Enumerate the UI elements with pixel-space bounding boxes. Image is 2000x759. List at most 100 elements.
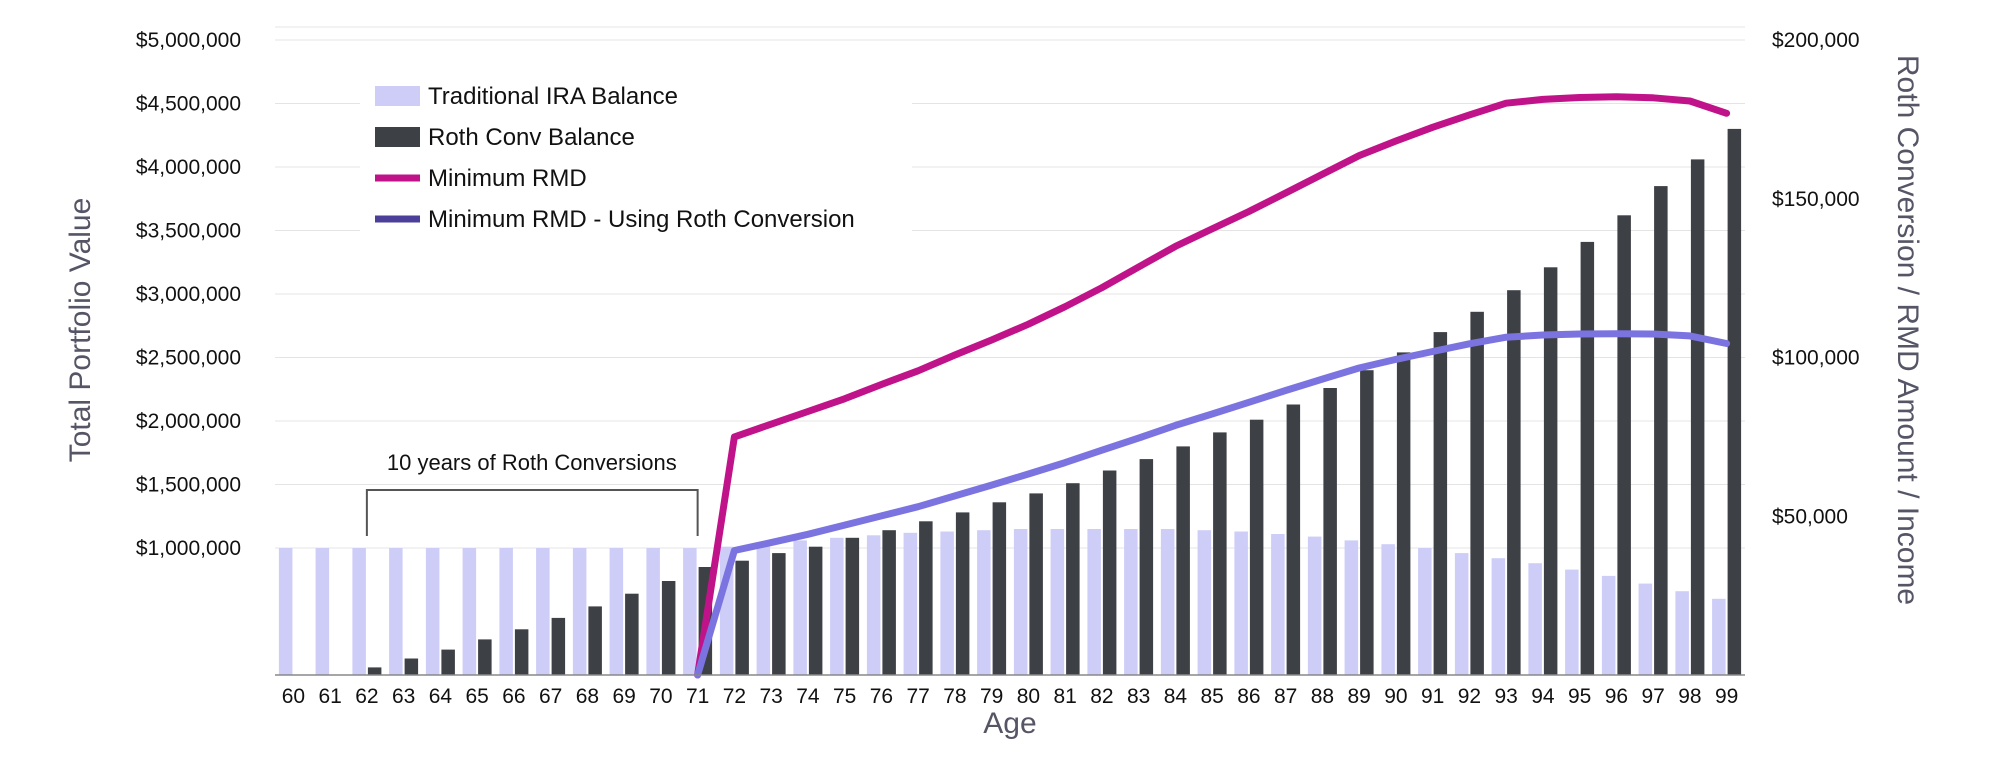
x-tick-label: 72 (723, 685, 746, 708)
bar-traditional-ira (1271, 534, 1285, 675)
y-right-tick-label: $50,000 (1772, 505, 1848, 528)
x-axis-title: Age (983, 707, 1036, 740)
x-tick-label: 69 (612, 685, 635, 708)
bar-roth-conv (808, 546, 823, 675)
x-tick-label: 62 (355, 685, 378, 708)
bar-traditional-ira (1418, 548, 1432, 675)
x-tick-label: 66 (502, 685, 525, 708)
bar-traditional-ira (1160, 529, 1175, 675)
annotation: 10 years of Roth Conversions (365, 450, 699, 536)
x-tick-label: 86 (1237, 685, 1260, 708)
bar-traditional-ira (1601, 575, 1616, 675)
bar-traditional-ira (1675, 591, 1689, 675)
bar-roth-conv (367, 667, 382, 675)
bar-traditional-ira (1013, 529, 1028, 675)
bar-traditional-ira (1381, 544, 1395, 675)
bar-roth-conv (1102, 470, 1117, 675)
bar-traditional-ira (1087, 529, 1101, 675)
y-left-axis-title: Total Portfolio Value (64, 198, 97, 463)
y-left-tick-label: $5,000,000 (136, 29, 241, 52)
y-left-tick-label: $2,000,000 (136, 410, 241, 433)
legend-label: Minimum RMD (428, 165, 587, 192)
x-tick-label: 89 (1347, 685, 1370, 708)
bar-traditional-ira (1712, 598, 1726, 675)
bar-traditional-ira (1124, 529, 1138, 675)
x-tick-label: 64 (429, 685, 453, 708)
x-tick-label: 74 (796, 685, 820, 708)
bar-traditional-ira (1528, 563, 1542, 675)
bar-traditional-ira (977, 530, 991, 675)
legend-background (360, 74, 912, 234)
x-tick-label: 97 (1641, 685, 1664, 708)
bar-traditional-ira (462, 548, 477, 675)
bar-roth-conv (404, 658, 419, 675)
bar-roth-conv (441, 649, 455, 675)
bar-traditional-ira (793, 540, 807, 675)
x-tick-label: 67 (539, 685, 562, 708)
y-left-tick-label: $2,500,000 (136, 347, 241, 370)
bar-roth-conv (1249, 419, 1264, 675)
y-right-tick-label: $200,000 (1772, 29, 1860, 52)
bar-traditional-ira (1344, 540, 1359, 675)
x-tick-label: 88 (1311, 685, 1334, 708)
bar-traditional-ira (903, 532, 918, 675)
bar-traditional-ira (1307, 536, 1322, 675)
x-tick-label: 98 (1678, 685, 1701, 708)
bar-traditional-ira (1638, 583, 1653, 675)
bar-roth-conv (1507, 290, 1521, 675)
bar-roth-conv (1580, 241, 1595, 675)
x-tick-label: 60 (282, 685, 305, 708)
bar-roth-conv (625, 593, 639, 675)
bar-roth-conv (882, 530, 896, 675)
x-tick-label: 61 (318, 685, 341, 708)
bar-roth-conv (845, 537, 860, 675)
bar-roth-conv (919, 521, 933, 675)
bar-roth-conv (1213, 432, 1227, 675)
bar-roth-conv (992, 502, 1007, 675)
x-tick-label: 78 (943, 685, 966, 708)
x-tick-label: 63 (392, 685, 415, 708)
y-left-tick-label: $3,500,000 (136, 220, 241, 243)
bar-roth-conv (1176, 446, 1190, 675)
bar-roth-conv (1323, 388, 1337, 675)
bar-roth-conv (1690, 159, 1705, 675)
legend-swatch (375, 86, 420, 106)
legend-swatch (375, 127, 420, 147)
bar-traditional-ira (352, 548, 366, 675)
x-tick-label: 82 (1090, 685, 1113, 708)
x-tick-label: 83 (1127, 685, 1150, 708)
bar-traditional-ira (1565, 569, 1579, 675)
bar-traditional-ira (572, 548, 587, 675)
legend-label: Minimum RMD - Using Roth Conversion (428, 206, 855, 233)
x-tick-label: 87 (1274, 685, 1297, 708)
bar-traditional-ira (830, 537, 844, 675)
x-tick-label: 71 (686, 685, 709, 708)
line-minimum-rmd-roth (694, 330, 1731, 679)
x-tick-label: 80 (1017, 685, 1040, 708)
x-tick-label: 93 (1494, 685, 1517, 708)
bar-roth-conv (1433, 332, 1448, 675)
bar-roth-conv (735, 560, 749, 675)
bar-roth-conv (1139, 459, 1154, 675)
x-tick-label: 65 (465, 685, 488, 708)
x-tick-label: 81 (1053, 685, 1076, 708)
bar-roth-conv (514, 629, 529, 675)
bar-roth-conv (1543, 267, 1558, 675)
legend: Traditional IRA Balance Roth Conv Balance… (360, 74, 912, 234)
legend-label: Traditional IRA Balance (428, 83, 678, 110)
bar-traditional-ira (1234, 531, 1248, 675)
bar-roth-conv (1360, 370, 1374, 675)
bar-traditional-ira (683, 548, 697, 675)
legend-label: Roth Conv Balance (428, 124, 635, 151)
y-left-tick-label: $3,000,000 (136, 283, 241, 306)
bar-series (278, 128, 1742, 676)
bar-roth-conv (588, 606, 602, 675)
bar-roth-conv (955, 512, 970, 675)
x-tick-label: 79 (980, 685, 1003, 708)
x-tick-label: 95 (1568, 685, 1591, 708)
bar-roth-conv (551, 617, 566, 675)
axes: $1,000,000 $1,500,000 $2,000,000 $2,500,000… (64, 29, 1924, 740)
bar-traditional-ira (609, 548, 624, 675)
